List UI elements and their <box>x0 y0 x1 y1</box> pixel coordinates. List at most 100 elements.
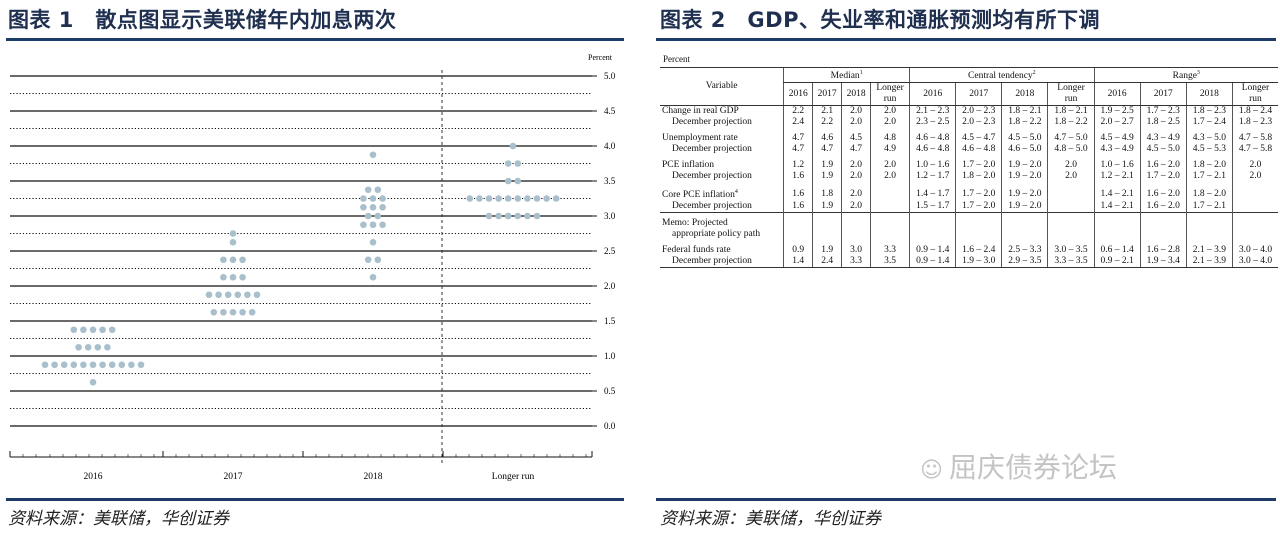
table-cell: 4.5 <box>841 128 871 145</box>
fomc-participant-dot <box>80 361 87 369</box>
header-year: 2017 <box>1139 82 1187 107</box>
fomc-participant-dot <box>224 291 232 299</box>
fomc-participant-dot <box>364 212 372 220</box>
fomc-participant-dot <box>239 256 246 264</box>
table-cell: 1.7 – 2.1 <box>1185 201 1233 213</box>
table-cell: 4.6 – 4.8 <box>909 128 956 145</box>
header-group: Central tendency2 <box>909 66 1095 84</box>
row-label: December projection <box>660 201 784 213</box>
figure1-source-rule <box>6 498 624 501</box>
table-cell: 3.3 <box>870 240 910 257</box>
figure1-title: 图表 1 散点图显示美联储年内加息两次 <box>8 8 397 32</box>
fomc-participant-dot <box>369 195 377 202</box>
table-cell: 3.0 – 4.0 <box>1231 240 1278 257</box>
fomc-participant-dot <box>504 212 512 220</box>
fomc-participant-dot <box>70 361 78 369</box>
header-longer-run: Longer run <box>1231 82 1278 107</box>
figure2-source-rule <box>656 498 1276 501</box>
table-row: Change in real GDP 2.2 2.1 2.0 2.0 2.1 – 2.3 2… <box>660 105 1278 118</box>
fomc-participant-dot <box>495 212 502 220</box>
fomc-participant-dot <box>220 308 227 316</box>
table-cell: 2.0 <box>1231 155 1278 172</box>
table-cell: 0.9 – 1.4 <box>909 256 956 269</box>
table-cell <box>955 229 1002 241</box>
fomc-participant-dot <box>476 195 483 202</box>
table-cell <box>909 212 956 230</box>
table-cell: 4.5 – 5.3 <box>1185 144 1233 156</box>
table-cell: 4.7 <box>841 144 871 156</box>
y-tick-label: 5.0 <box>604 71 616 81</box>
table-cell: 2.0 <box>841 155 871 172</box>
fomc-participant-dot <box>239 273 246 281</box>
fomc-participant-dot <box>509 142 517 150</box>
table-cell: 2.3 – 2.5 <box>909 117 956 129</box>
table-cell: 4.9 <box>870 144 910 156</box>
y-tick-label: 0.0 <box>604 421 616 431</box>
row-label: PCE inflation <box>660 155 784 171</box>
fomc-participant-dot <box>128 361 135 369</box>
table-cell: 2.1 – 3.9 <box>1185 240 1233 257</box>
fomc-participant-dot <box>369 238 377 246</box>
row-label-text: December projection <box>672 256 752 267</box>
table-cell: 1.4 – 2.1 <box>1093 201 1141 213</box>
fomc-participant-dot <box>514 177 522 185</box>
watermark-text: 屈庆债券论坛 <box>948 451 1117 484</box>
header-year: 2017 <box>812 82 842 107</box>
table-cell: 1.7 – 2.0 <box>955 182 1002 202</box>
y-tick-label: 0.5 <box>604 386 616 396</box>
table-row: December projection 2.4 2.2 2.0 2.0 2.3 – 2.5… <box>660 117 1278 129</box>
table-cell: 4.6 <box>812 128 842 145</box>
table-cell: 1.9 <box>812 201 842 213</box>
dot-plot: Percent 0.0 0.5 1.0 1.5 2.0 2.5 3.0 3.5 4.0 4.5 5.0… <box>9 53 616 482</box>
table-cell: 2.0 <box>870 155 910 172</box>
table-cell: 2.2 <box>812 117 842 129</box>
row-label-text: December projection <box>672 201 752 212</box>
table-cell: 4.7 <box>783 128 813 145</box>
header-year: 2018 <box>1185 82 1233 107</box>
fomc-participant-dot <box>485 212 493 220</box>
table-cell: 2.0 <box>841 182 871 202</box>
table-cell: 1.8 – 2.2 <box>1001 117 1048 129</box>
table-cell: 1.8 – 2.2 <box>1047 117 1095 129</box>
fomc-participant-dot <box>533 212 541 220</box>
y-tick-label: 4.0 <box>604 141 616 151</box>
table-cell: 1.7 – 2.3 <box>1139 105 1187 118</box>
y-tick-label: 3.5 <box>604 176 616 186</box>
table-cell: 1.8 – 2.3 <box>1185 105 1233 118</box>
table-cell <box>1185 212 1233 230</box>
table-row: December projection 1.4 2.4 3.3 3.5 0.9 – 1.4… <box>660 256 1278 269</box>
table-cell <box>1093 229 1141 241</box>
row-label: Change in real GDP <box>660 106 784 118</box>
table-cell: 1.7 – 2.0 <box>1139 171 1187 183</box>
table-cell: 2.2 <box>783 105 813 118</box>
fomc-participant-dot <box>70 326 78 334</box>
header-longer-run: Longer run <box>1047 82 1095 107</box>
x-tick-label: 2017 <box>224 472 243 482</box>
fomc-participant-dot <box>504 195 512 202</box>
table-cell: 2.0 <box>841 171 871 183</box>
fomc-participant-dot <box>514 195 522 202</box>
table-cell: 1.4 – 1.7 <box>909 182 956 202</box>
row-label-text: December projection <box>672 171 752 182</box>
fomc-participant-dot <box>60 361 68 369</box>
table-cell: 3.0 <box>841 240 871 257</box>
table-cell: 1.9 – 2.0 <box>1001 171 1048 183</box>
figure1-title-rule <box>6 38 624 41</box>
table-cell: 1.8 – 2.0 <box>955 171 1002 183</box>
row-label-text: Change in real GDP <box>662 106 739 117</box>
table-cell <box>955 212 1002 230</box>
table-cell: 1.7 – 2.4 <box>1185 117 1233 129</box>
table-cell: 4.5 – 5.0 <box>1001 128 1048 145</box>
table-row: appropriate policy path <box>660 229 1278 241</box>
table-cell <box>1001 229 1048 241</box>
fomc-participant-dot <box>369 151 377 159</box>
table-cell: 4.7 <box>812 144 842 156</box>
table-cell: 1.8 – 2.0 <box>1185 155 1233 172</box>
table-cell: 3.5 <box>870 256 910 269</box>
header-year: 2016 <box>1093 82 1141 107</box>
table-cell: 2.0 <box>870 117 910 129</box>
table-cell: 2.0 <box>1047 171 1095 183</box>
table-cell <box>1047 201 1095 213</box>
table-cell: 1.8 – 2.0 <box>1185 182 1233 202</box>
table-cell: 4.7 – 5.8 <box>1231 128 1278 145</box>
